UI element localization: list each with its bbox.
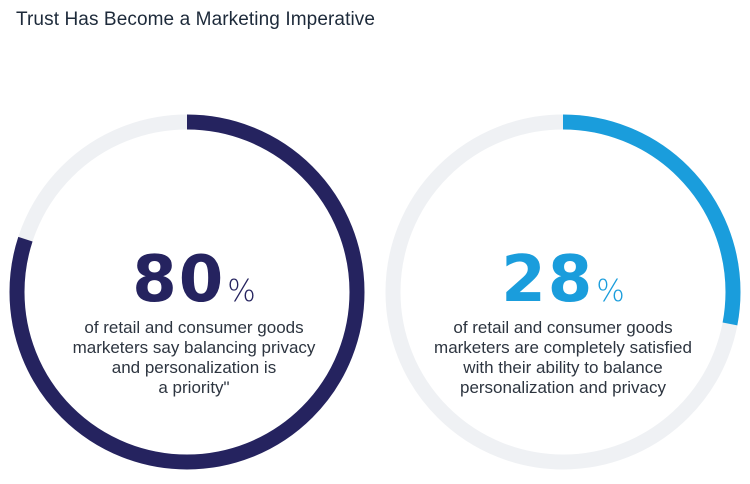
stat-description-line: personalization and privacy: [459, 378, 666, 397]
stat-description-line: a priority": [158, 378, 230, 397]
stat-number-left: 80: [132, 243, 226, 317]
donut-chart-left: [9, 114, 365, 470]
stat-percent-right: %: [596, 274, 625, 309]
stat-percent-left: %: [227, 274, 256, 309]
donut-chart-right: [385, 114, 741, 470]
stat-block-right: 28% of retail and consumer goods markete…: [408, 248, 718, 398]
stat-description-line: and personalization is: [111, 358, 277, 377]
stat-description-line: with their ability to balance: [463, 358, 663, 377]
stat-description-line: of retail and consumer goods: [453, 318, 673, 337]
stat-description-line: marketers are completely satisfied: [434, 338, 692, 357]
stat-value-right: 28%: [408, 248, 718, 312]
stat-description-left: of retail and consumer goods marketers s…: [44, 318, 344, 398]
stat-description-line: of retail and consumer goods: [84, 318, 304, 337]
stat-description-right: of retail and consumer goods marketers a…: [408, 318, 718, 398]
donut-arc-left: [9, 114, 365, 470]
stat-value-left: 80%: [44, 248, 344, 312]
stat-description-line: marketers say balancing privacy: [72, 338, 316, 357]
page-title: Trust Has Become a Marketing Imperative: [16, 9, 376, 30]
donut-arc-right: [385, 114, 741, 470]
stat-number-right: 28: [501, 243, 595, 317]
stat-block-left: 80% of retail and consumer goods markete…: [44, 248, 344, 398]
